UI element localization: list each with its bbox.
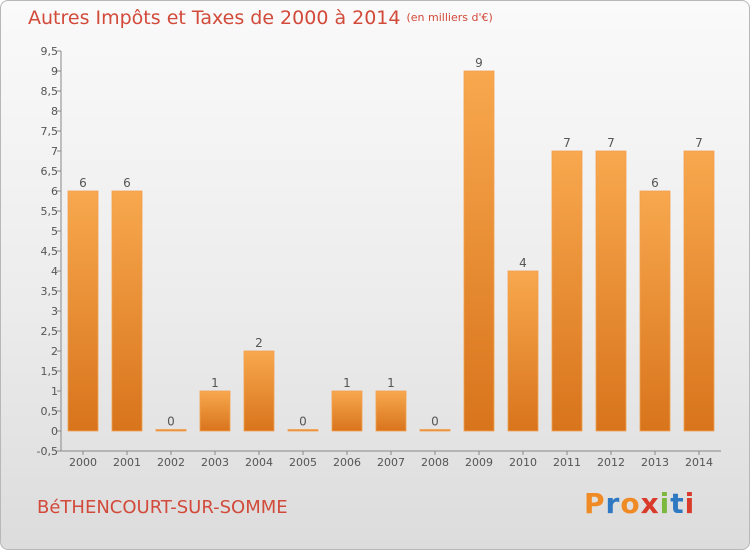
data-label: 1 [387, 376, 395, 390]
y-tick-label: 0,5 [41, 405, 59, 418]
y-tick-label: 5 [51, 225, 58, 238]
x-tick-label: 2000 [69, 456, 97, 469]
bar [199, 390, 231, 432]
bar [463, 70, 495, 432]
x-tick-label: 2006 [333, 456, 361, 469]
data-label: 4 [519, 256, 527, 270]
logo-letter: P [584, 487, 606, 520]
logo-letter: o [620, 487, 641, 520]
bar [595, 150, 627, 432]
y-tick-label: 8 [51, 105, 58, 118]
data-label: 2 [255, 336, 263, 350]
data-label: 7 [607, 136, 615, 150]
data-label: 6 [123, 176, 131, 190]
y-tick-label: 0 [51, 425, 58, 438]
bar [639, 190, 671, 432]
x-tick-label: 2013 [641, 456, 669, 469]
data-label: 0 [431, 415, 439, 429]
x-tick-label: 2012 [597, 456, 625, 469]
y-tick-label: -0,5 [37, 445, 58, 458]
y-tick-label: 7,5 [41, 125, 59, 138]
x-tick-label: 2002 [157, 456, 185, 469]
bar [507, 270, 539, 432]
x-tick-label: 2008 [421, 456, 449, 469]
bar [243, 350, 275, 432]
bar [67, 190, 99, 432]
y-tick-label: 5,5 [41, 205, 59, 218]
chart-title-text: Autres Impôts et Taxes de 2000 à 2014 [28, 7, 401, 29]
y-tick-label: 1 [51, 385, 58, 398]
y-tick-label: 7 [51, 145, 58, 158]
data-label: 6 [651, 176, 659, 190]
x-tick-label: 2014 [685, 456, 713, 469]
y-tick-label: 3 [51, 305, 58, 318]
proxiti-logo: Proxiti [584, 487, 695, 520]
bar [287, 429, 319, 432]
x-tick-label: 2005 [289, 456, 317, 469]
y-tick-label: 2 [51, 345, 58, 358]
x-tick-label: 2009 [465, 456, 493, 469]
logo-letter: i [684, 487, 696, 520]
x-tick-label: 2003 [201, 456, 229, 469]
data-label: 9 [475, 56, 483, 70]
bar [683, 150, 715, 432]
y-tick-label: 4 [51, 265, 58, 278]
logo-letter: x [640, 487, 660, 520]
x-tick-label: 2010 [509, 456, 537, 469]
y-tick-label: 2,5 [41, 325, 59, 338]
data-label: 7 [695, 136, 703, 150]
logo-letter: i [659, 487, 671, 520]
y-tick-label: 6 [51, 185, 58, 198]
x-tick-label: 2004 [245, 456, 273, 469]
bar [375, 390, 407, 432]
location-name: BéTHENCOURT-SUR-SOMME [37, 497, 288, 518]
chart-title: Autres Impôts et Taxes de 2000 à 2014 (en… [28, 7, 493, 29]
y-tick-label: 3,5 [41, 285, 59, 298]
bar [155, 429, 187, 432]
y-tick-label: 6,5 [41, 165, 59, 178]
bar [419, 429, 451, 432]
x-tick-label: 2007 [377, 456, 405, 469]
x-tick-label: 2011 [553, 456, 581, 469]
data-label: 0 [167, 415, 175, 429]
bar [331, 390, 363, 432]
data-label: 6 [79, 176, 87, 190]
data-label: 1 [211, 376, 219, 390]
bar [551, 150, 583, 432]
y-tick-label: 8,5 [41, 85, 59, 98]
data-label: 0 [299, 415, 307, 429]
y-tick-label: 1,5 [41, 365, 59, 378]
data-label: 1 [343, 376, 351, 390]
logo-letter: t [670, 487, 685, 520]
logo-letter: r [605, 487, 621, 520]
chart-unit: (en milliers d'€) [406, 11, 493, 24]
y-tick-label: 9 [51, 65, 58, 78]
y-tick-label: 9,5 [41, 45, 59, 58]
data-label: 7 [563, 136, 571, 150]
y-tick-label: 4,5 [41, 245, 59, 258]
bar [111, 190, 143, 432]
x-tick-label: 2001 [113, 456, 141, 469]
